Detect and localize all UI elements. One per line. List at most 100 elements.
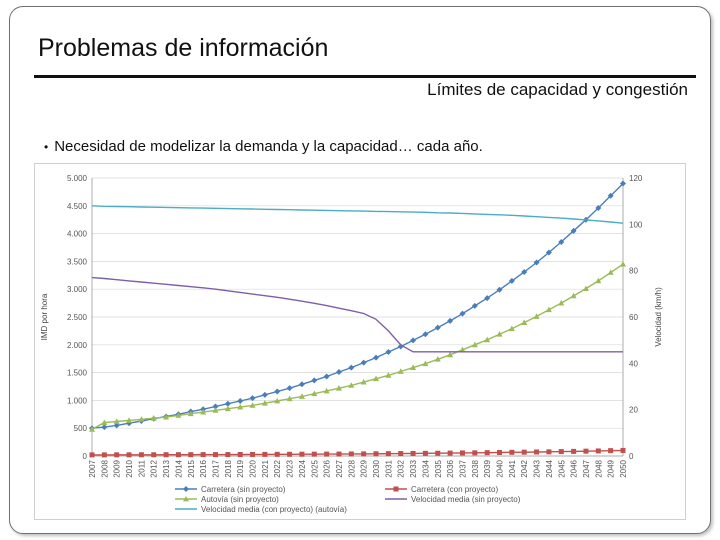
data-point [113, 418, 120, 424]
x-tick-label: 2020 [249, 459, 258, 477]
x-tick-label: 2027 [335, 459, 344, 477]
series-4 [91, 276, 623, 353]
x-tick-label: 2017 [211, 459, 220, 477]
legend-marker [393, 486, 399, 492]
data-point [422, 360, 429, 367]
data-point [163, 452, 169, 458]
data-point [150, 414, 157, 421]
x-tick-label: 2032 [397, 459, 406, 477]
data-point [348, 382, 355, 388]
legend-label: Carretera (con proyecto) [411, 485, 498, 494]
data-point [225, 452, 231, 458]
data-point [101, 424, 108, 431]
data-point [497, 449, 503, 455]
data-point [212, 403, 219, 410]
y-tick-label: 3.500 [67, 257, 88, 266]
data-point [546, 449, 552, 455]
x-tick-label: 2049 [607, 459, 616, 477]
data-point [607, 192, 614, 199]
data-point [471, 302, 478, 309]
x-tick-label: 2016 [199, 459, 208, 477]
legend-item: Velocidad media (con proyecto) (autovía) [175, 505, 347, 514]
data-point [360, 359, 367, 366]
data-point [298, 381, 305, 388]
data-point [249, 402, 256, 408]
data-point [348, 364, 355, 371]
x-tick-label: 2043 [533, 459, 542, 477]
x-tick-label: 2018 [224, 459, 233, 477]
data-point [250, 451, 256, 457]
data-point [237, 397, 244, 404]
data-point [558, 299, 565, 306]
x-tick-label: 2048 [594, 459, 603, 477]
data-point [534, 449, 540, 455]
data-point [496, 331, 503, 337]
x-tick-label: 2019 [236, 459, 245, 477]
slide-frame [9, 6, 711, 534]
bullet-point: • Necesidad de modelizar la demanda y la … [44, 138, 483, 155]
data-point [545, 306, 552, 313]
bullet-text: Necesidad de modelizar la demanda y la c… [54, 138, 483, 155]
x-tick-label: 2021 [261, 459, 270, 477]
data-point [385, 349, 392, 356]
data-point [175, 452, 181, 458]
data-point [471, 341, 478, 348]
legend-item: Carretera (sin proyecto) [175, 485, 286, 494]
data-point [286, 395, 293, 402]
y2-tick-label: 40 [629, 359, 638, 368]
x-tick-label: 2031 [384, 459, 393, 477]
data-point [336, 451, 342, 457]
data-point [484, 336, 491, 343]
data-point [410, 450, 416, 456]
data-point [570, 227, 577, 234]
y2-axis-label: Velocidad (km/h) [654, 287, 663, 347]
data-point [620, 447, 626, 453]
data-point [274, 388, 281, 395]
x-tick-label: 2036 [446, 459, 455, 477]
data-point [323, 373, 330, 380]
data-point [521, 449, 527, 455]
data-point [545, 249, 552, 256]
data-point [138, 452, 144, 458]
x-tick-label: 2014 [174, 459, 183, 477]
data-point [447, 351, 454, 358]
data-point [163, 413, 170, 420]
x-tick-label: 2047 [582, 459, 591, 477]
data-point [398, 451, 404, 457]
data-point [508, 325, 515, 332]
legend-marker [183, 486, 189, 492]
x-tick-label: 2022 [273, 459, 282, 477]
x-tick-label: 2038 [471, 459, 480, 477]
data-point [595, 277, 602, 284]
x-tick-label: 2035 [434, 459, 443, 477]
x-tick-label: 2042 [520, 459, 529, 477]
data-point [360, 378, 367, 385]
y2-tick-label: 20 [629, 406, 638, 415]
x-tick-label: 2041 [508, 459, 517, 477]
y2-tick-label: 80 [629, 267, 638, 276]
y2-tick-label: 120 [629, 174, 643, 183]
data-point [249, 395, 256, 402]
data-point [620, 260, 626, 267]
data-point [373, 451, 379, 457]
data-point [187, 410, 194, 417]
legend-marker [183, 496, 189, 502]
data-point [434, 356, 441, 362]
x-tick-label: 2045 [557, 459, 566, 477]
data-point [126, 452, 132, 458]
series-0 [89, 180, 626, 432]
data-point [484, 450, 490, 456]
data-point [212, 407, 219, 413]
data-point [595, 448, 601, 454]
data-point [385, 451, 391, 457]
data-point [274, 451, 280, 457]
data-point [311, 451, 317, 457]
x-tick-label: 2044 [545, 459, 554, 477]
x-tick-label: 2039 [483, 459, 492, 477]
data-point [422, 331, 429, 338]
y-tick-label: 1.000 [67, 396, 88, 405]
data-point [608, 448, 614, 454]
data-point [335, 384, 342, 391]
data-point [607, 269, 614, 275]
series-2 [89, 260, 626, 432]
